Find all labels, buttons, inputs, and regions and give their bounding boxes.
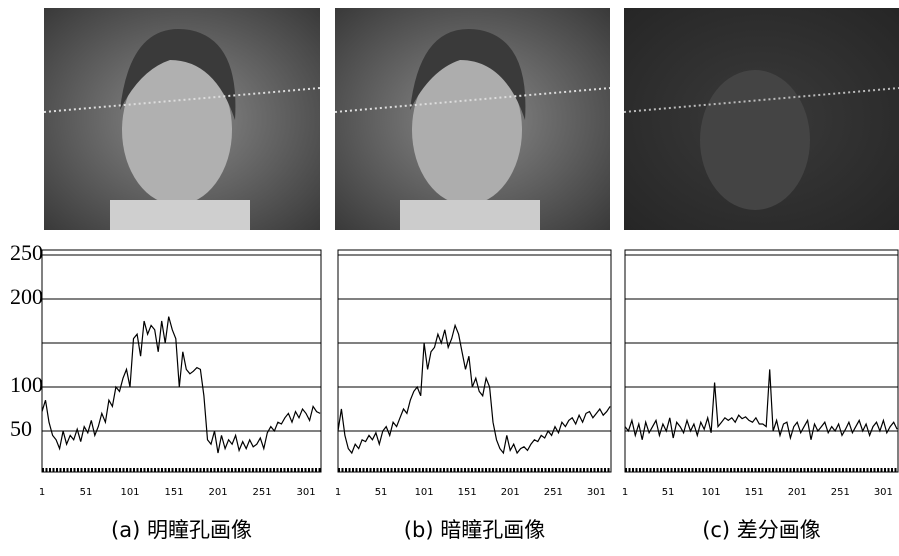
x-tick-label: 201 [208, 487, 227, 498]
x-tick-label: 201 [788, 487, 807, 498]
x-tick-label: 301 [874, 487, 893, 498]
x-tick-label: 1 [39, 487, 45, 498]
y-tick-label: 200 [10, 284, 43, 309]
figure: 50100200250151101151201251301(a) 明瞳孔画像15… [0, 0, 899, 556]
x-tick-label: 201 [501, 487, 520, 498]
y-tick-label: 100 [10, 372, 43, 397]
caption: (a) 明瞳孔画像 [111, 518, 252, 542]
x-tick-label: 1 [335, 487, 341, 498]
photo-bright [44, 8, 320, 230]
x-tick-label: 301 [296, 487, 315, 498]
plot-frame [625, 250, 898, 472]
x-tick-label: 301 [587, 487, 606, 498]
x-tick-label: 151 [164, 487, 183, 498]
y-tick-label: 250 [10, 240, 43, 265]
x-tick-label: 51 [80, 487, 93, 498]
caption: (b) 暗瞳孔画像 [404, 518, 545, 542]
x-tick-label: 151 [458, 487, 477, 498]
plot-frame [338, 250, 611, 472]
photo-dark [335, 8, 610, 230]
x-tick-label: 251 [831, 487, 850, 498]
y-tick-label: 50 [10, 416, 32, 441]
photo-diff [624, 8, 899, 230]
x-tick-label: 101 [415, 487, 434, 498]
data-line [625, 369, 897, 439]
caption: (c) 差分画像 [702, 518, 821, 542]
x-tick-label: 1 [622, 487, 628, 498]
x-tick-label: 251 [252, 487, 271, 498]
x-tick-label: 151 [745, 487, 764, 498]
x-tick-label: 101 [120, 487, 139, 498]
x-tick-label: 51 [375, 487, 388, 498]
data-line [338, 325, 610, 453]
data-line [42, 317, 320, 453]
x-tick-label: 101 [702, 487, 721, 498]
x-tick-label: 51 [662, 487, 675, 498]
x-tick-label: 251 [544, 487, 563, 498]
